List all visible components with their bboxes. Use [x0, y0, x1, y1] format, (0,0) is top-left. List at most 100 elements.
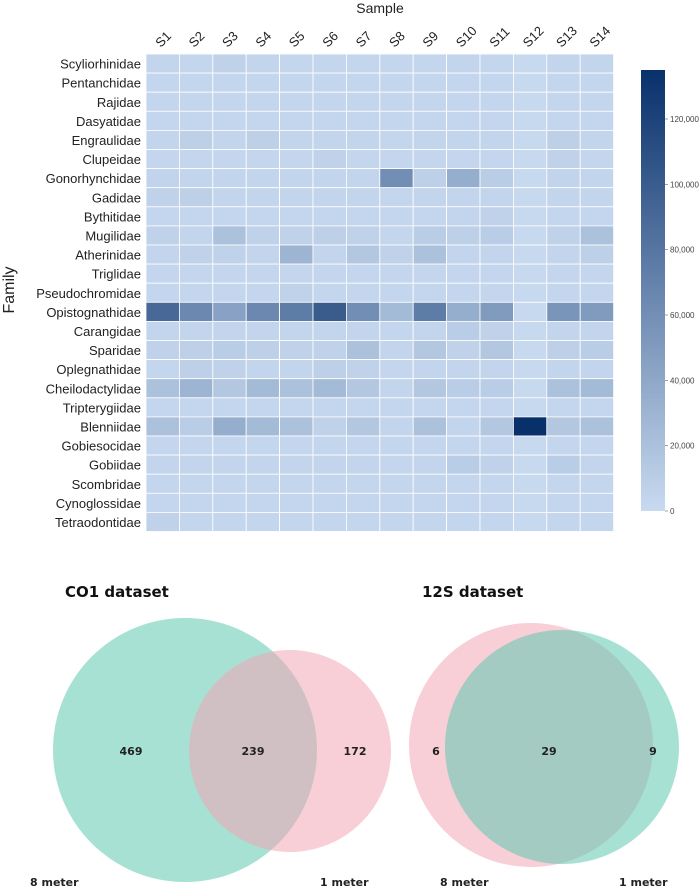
heatmap-cell-Rajidae-S11 [479, 91, 514, 112]
heatmap-cell-Atherinidae-S10 [446, 244, 481, 265]
heatmap-cell-Tetraodontidae-S5 [279, 512, 314, 532]
venn-co1-label-1m: 1 meter [320, 876, 369, 889]
heatmap-cell-Pentanchidae-S10 [446, 72, 481, 93]
heatmap-cell-Dasyatidae-S12 [513, 110, 548, 131]
heatmap-cell-Triglidae-S9 [412, 263, 448, 284]
heatmap-cell-Bythitidae-S9 [412, 206, 448, 227]
heatmap-cell-Tetraodontidae-S2 [178, 512, 214, 532]
heatmap-cell-Gonorhynchidae-S8 [379, 168, 414, 189]
heatmap-cell-Scyliorhinidae-S4 [245, 53, 280, 74]
heatmap-chart: Sample Family S1 S2 S3 S4 S5 S6 S7 S8 S9 S10 S11 S1… [1, 0, 699, 532]
heatmap-cell-Sparidae-S6 [312, 340, 347, 361]
heatmap-cell-Oplegnathidae-S3 [212, 359, 247, 380]
heatmap-cell-Tetraodontidae-S10 [446, 512, 481, 532]
heatmap-cell-Gobiidae-S10 [446, 454, 481, 475]
heatmap-cell-Pseudochromidae-S13 [546, 282, 581, 303]
heatmap-cell-Carangidae-S2 [178, 320, 214, 341]
heatmap-cell-Scombridae-S14 [579, 473, 615, 494]
x-tick-S14: S14 [586, 23, 613, 50]
heatmap-cell-Atherinidae-S4 [245, 244, 280, 265]
y-tick-Tripterygiidae: Tripterygiidae [63, 400, 141, 415]
heatmap-cell-Gonorhynchidae-S7 [345, 168, 381, 189]
x-tick-S8: S8 [386, 28, 408, 50]
heatmap-cell-Gadidae-S4 [245, 187, 280, 208]
heatmap-cell-Engraulidae-S3 [212, 129, 247, 150]
heatmap-cell-Engraulidae-S9 [412, 129, 448, 150]
heatmap-cell-Carangidae-S1 [145, 320, 180, 341]
heatmap-cell-Clupeidae-S11 [479, 149, 514, 170]
heatmap-cell-Pseudochromidae-S1 [145, 282, 180, 303]
heatmap-cell-Dasyatidae-S5 [279, 110, 314, 131]
heatmap-cell-Engraulidae-S10 [446, 129, 481, 150]
heatmap-cell-Gobiidae-S3 [212, 454, 247, 475]
heatmap-cell-Gonorhynchidae-S5 [279, 168, 314, 189]
venn-co1-label-8m: 8 meter [30, 876, 79, 889]
heatmap-cell-Gobiidae-S8 [379, 454, 414, 475]
venn-12s: 12S dataset 6 29 9 8 meter 1 meter [409, 583, 679, 889]
heatmap-cell-Tripterygiidae-S6 [312, 397, 347, 418]
heatmap-cell-Clupeidae-S14 [579, 149, 615, 170]
heatmap-cell-Oplegnathidae-S8 [379, 359, 414, 380]
heatmap-cell-Dasyatidae-S14 [579, 110, 615, 131]
colorbar-tick-label: 60,000 [670, 311, 695, 320]
heatmap-cell-Pseudochromidae-S4 [245, 282, 280, 303]
heatmap-cell-Gonorhynchidae-S4 [245, 168, 280, 189]
y-tick-Carangidae: Carangidae [74, 324, 141, 339]
heatmap-cell-Engraulidae-S14 [579, 129, 615, 150]
heatmap-cell-Triglidae-S10 [446, 263, 481, 284]
heatmap-cell-Dasyatidae-S13 [546, 110, 581, 131]
heatmap-cell-Engraulidae-S12 [513, 129, 548, 150]
heatmap-cell-Oplegnathidae-S7 [345, 359, 381, 380]
heatmap-cell-Tetraodontidae-S12 [513, 512, 548, 532]
x-tick-S7: S7 [353, 28, 375, 50]
heatmap-cell-Pseudochromidae-S8 [379, 282, 414, 303]
heatmap-cell-Clupeidae-S4 [245, 149, 280, 170]
heatmap-cell-Mugilidae-S4 [245, 225, 280, 246]
heatmap-cell-Tripterygiidae-S11 [479, 397, 514, 418]
heatmap-cell-Gadidae-S10 [446, 187, 481, 208]
heatmap-cell-Pentanchidae-S5 [279, 72, 314, 93]
heatmap-cell-Pseudochromidae-S10 [446, 282, 481, 303]
heatmap-cell-Sparidae-S10 [446, 340, 481, 361]
heatmap-cell-Pentanchidae-S6 [312, 72, 347, 93]
heatmap-cell-Cynoglossidae-S12 [513, 492, 548, 513]
heatmap-cell-Atherinidae-S9 [412, 244, 448, 265]
heatmap-cell-Blenniidae-S13 [546, 416, 581, 437]
venn-12s-label-1m: 1 meter [619, 876, 668, 889]
heatmap-cell-Gobiesocidae-S11 [479, 435, 514, 456]
heatmap-cell-Gadidae-S12 [513, 187, 548, 208]
heatmap-cell-Atherinidae-S5 [279, 244, 314, 265]
heatmap-cell-Gobiesocidae-S13 [546, 435, 581, 456]
heatmap-cell-Tetraodontidae-S9 [412, 512, 448, 532]
y-tick-Sparidae: Sparidae [89, 343, 141, 358]
heatmap-cell-Dasyatidae-S1 [145, 110, 180, 131]
heatmap-cell-Blenniidae-S12 [513, 416, 548, 437]
heatmap-cell-Sparidae-S11 [479, 340, 514, 361]
heatmap-cell-Scyliorhinidae-S14 [579, 53, 615, 74]
heatmap-cell-Clupeidae-S1 [145, 149, 180, 170]
heatmap-cell-Oplegnathidae-S4 [245, 359, 280, 380]
heatmap-cell-Blenniidae-S9 [412, 416, 448, 437]
y-tick-Cheilodactylidae: Cheilodactylidae [46, 381, 141, 396]
heatmap-cell-Cheilodactylidae-S13 [546, 378, 581, 399]
heatmap-cell-Blenniidae-S14 [579, 416, 615, 437]
heatmap-cell-Scombridae-S2 [178, 473, 214, 494]
heatmap-cell-Carangidae-S7 [345, 320, 381, 341]
heatmap-cell-Bythitidae-S14 [579, 206, 615, 227]
heatmap-cell-Dasyatidae-S3 [212, 110, 247, 131]
heatmap-cell-Bythitidae-S4 [245, 206, 280, 227]
y-axis-title: Family [1, 266, 18, 313]
heatmap-cell-Gadidae-S13 [546, 187, 581, 208]
heatmap-cell-Pentanchidae-S9 [412, 72, 448, 93]
heatmap-cell-Sparidae-S13 [546, 340, 581, 361]
heatmap-cell-Cheilodactylidae-S12 [513, 378, 548, 399]
heatmap-cell-Mugilidae-S13 [546, 225, 581, 246]
heatmap-cell-Pentanchidae-S13 [546, 72, 581, 93]
heatmap-cell-Carangidae-S8 [379, 320, 414, 341]
heatmap-cell-Opistognathidae-S10 [446, 301, 481, 322]
heatmap-cell-Scombridae-S6 [312, 473, 347, 494]
heatmap-cell-Gobiesocidae-S14 [579, 435, 615, 456]
heatmap-cell-Clupeidae-S6 [312, 149, 347, 170]
heatmap-cell-Pentanchidae-S3 [212, 72, 247, 93]
heatmap-cell-Blenniidae-S5 [279, 416, 314, 437]
